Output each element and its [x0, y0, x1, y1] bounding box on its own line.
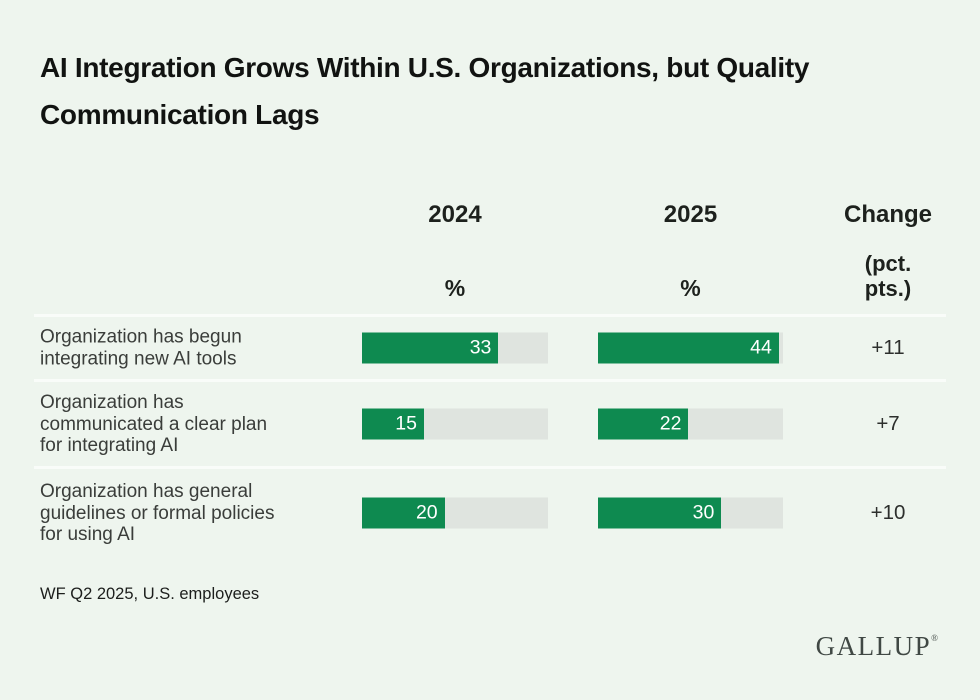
bar-fill-2025-row2: 22 — [598, 408, 689, 440]
bar-fill-2025-row1: 44 — [598, 332, 779, 364]
gallup-logo: GALLUP® — [816, 631, 938, 662]
row-divider — [34, 379, 946, 382]
bar-value: 15 — [395, 412, 417, 435]
bar-value: 44 — [750, 336, 772, 359]
bar-fill-2025-row3: 30 — [598, 497, 722, 529]
column-header-2025: 2025 — [663, 201, 718, 228]
table-row: Organization has begun integrating new A… — [0, 317, 980, 379]
source-note: WF Q2 2025, U.S. employees — [40, 585, 260, 603]
bar-fill-2024-row1: 33 — [362, 332, 499, 364]
table-row: Organization has general guidelines or f… — [0, 469, 980, 557]
table-row: Organization has communicated a clear pl… — [0, 382, 980, 466]
registered-trademark-icon: ® — [931, 633, 938, 643]
change-value: +10 — [870, 501, 906, 524]
bar-2025-row3: 30 — [598, 497, 783, 529]
bar-2025-row2: 22 — [598, 408, 783, 440]
bar-2025-row1: 44 — [598, 332, 783, 364]
bar-fill-2024-row3: 20 — [362, 497, 445, 529]
unit-label-2025: % — [680, 275, 701, 301]
change-unit-text: (pct. pts.) — [864, 251, 912, 301]
bar-2024-row1: 33 — [362, 332, 548, 364]
change-value: +11 — [871, 336, 905, 359]
unit-label-2024: % — [444, 275, 466, 301]
bar-2024-row2: 15 — [362, 408, 548, 440]
page-title: AI Integration Grows Within U.S. Organiz… — [40, 52, 810, 130]
column-header-change: Change — [843, 201, 932, 228]
bar-value: 22 — [659, 412, 682, 435]
column-header-2024: 2024 — [428, 201, 482, 228]
header-divider — [34, 314, 946, 317]
bar-value: 30 — [692, 501, 715, 524]
row-divider — [34, 466, 946, 469]
unit-label-change: (pct. pts.) — [806, 251, 970, 301]
bar-2024-row3: 20 — [362, 497, 548, 529]
row-label: Organization has communicated a clear pl… — [40, 391, 268, 456]
bar-value: 33 — [469, 336, 492, 359]
bar-fill-2024-row2: 15 — [362, 408, 424, 440]
row-label: Organization has begun integrating new A… — [40, 326, 242, 370]
bar-value: 20 — [415, 501, 438, 524]
row-label: Organization has general guidelines or f… — [40, 480, 275, 545]
gallup-logo-text: GALLUP — [815, 631, 932, 661]
change-value: +7 — [876, 412, 900, 435]
